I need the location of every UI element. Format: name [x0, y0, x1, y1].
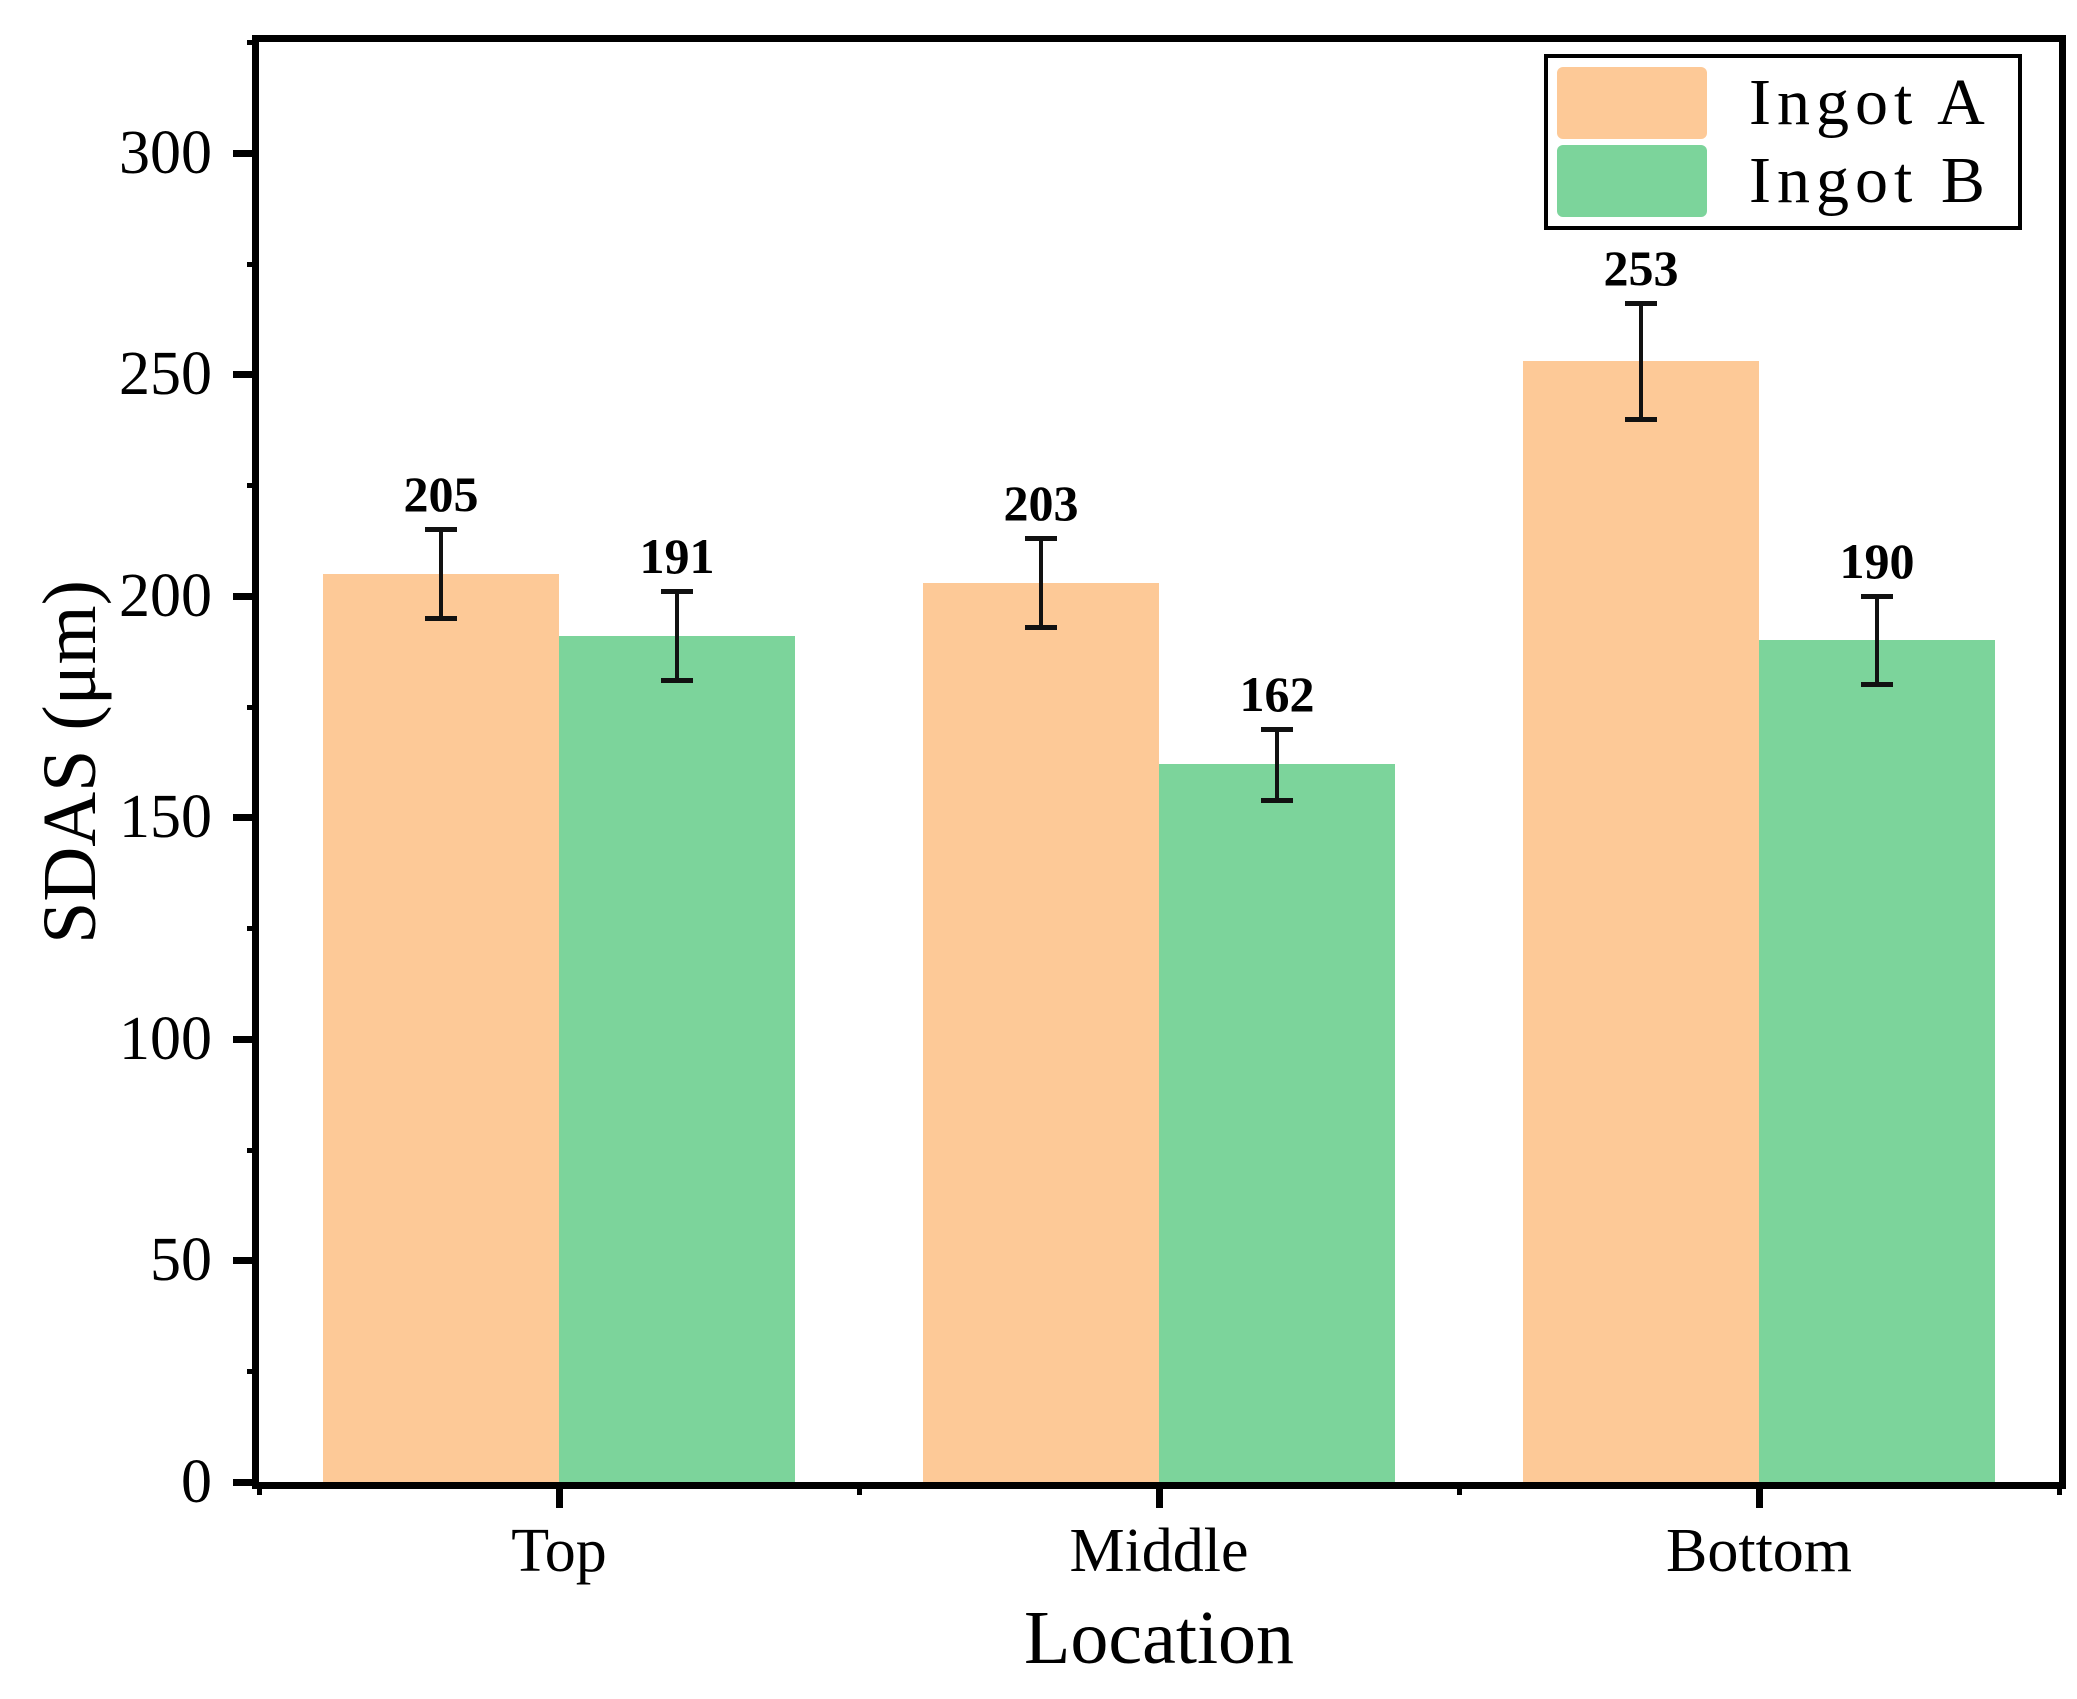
error-bar-cap	[1261, 798, 1293, 803]
error-bar-ingot-b-top	[675, 591, 679, 680]
x-tick-label: Bottom	[1665, 1517, 1853, 1585]
legend-item-ingot-b: Ingot B	[1548, 143, 2018, 217]
y-major-tick	[233, 593, 259, 600]
x-axis-title: Location	[1023, 1596, 1295, 1680]
x-minor-tick	[1457, 1482, 1462, 1495]
error-bar-cap	[1025, 536, 1057, 541]
error-bar-cap	[661, 678, 693, 683]
bar-value-label-ingot-a-bottom: 253	[1603, 240, 1679, 296]
x-major-tick	[556, 1482, 563, 1508]
bar-ingot-b-middle	[1159, 764, 1395, 1482]
bar-ingot-b-bottom	[1759, 640, 1995, 1482]
legend-swatch-ingot-a	[1557, 67, 1707, 140]
bar-value-label-ingot-a-middle: 203	[1003, 475, 1079, 531]
legend-item-ingot-a: Ingot A	[1548, 66, 2018, 140]
y-tick-label: 0	[181, 1448, 212, 1516]
y-major-tick	[233, 1036, 259, 1043]
bar-ingot-b-top	[559, 636, 795, 1482]
x-major-tick	[1756, 1482, 1763, 1508]
bar-value-label-ingot-a-top: 205	[403, 466, 479, 522]
error-bar-cap	[1025, 625, 1057, 630]
y-tick-label: 100	[119, 1005, 212, 1073]
x-minor-tick	[857, 1482, 862, 1495]
bar-value-label-ingot-b-bottom: 190	[1839, 533, 1915, 589]
y-minor-tick	[247, 1148, 259, 1153]
y-minor-tick	[247, 1369, 259, 1374]
bar-ingot-a-middle	[923, 583, 1159, 1482]
error-bar-cap	[1625, 417, 1657, 422]
y-major-tick	[233, 1479, 259, 1486]
y-tick-label: 50	[150, 1226, 212, 1294]
x-tick-label: Middle	[1069, 1517, 1249, 1585]
bar-value-label-ingot-b-top: 191	[639, 528, 715, 584]
error-bar-cap	[1625, 301, 1657, 306]
error-bar-cap	[1861, 594, 1893, 599]
legend-label-ingot-b: Ingot B	[1749, 143, 1991, 217]
y-major-tick	[233, 1257, 259, 1264]
error-bar-ingot-b-bottom	[1875, 596, 1879, 684]
y-minor-tick	[247, 40, 259, 45]
y-major-tick	[233, 814, 259, 821]
error-bar-ingot-b-middle	[1275, 729, 1279, 800]
y-major-tick	[233, 150, 259, 157]
y-minor-tick	[247, 926, 259, 931]
error-bar-cap	[1261, 727, 1293, 732]
error-bar-ingot-a-top	[439, 529, 443, 618]
y-major-tick	[233, 371, 259, 378]
error-bar-cap	[425, 616, 457, 621]
x-tick-label: Top	[511, 1517, 607, 1585]
bar-ingot-a-top	[323, 574, 559, 1482]
y-minor-tick	[247, 705, 259, 710]
legend-label-ingot-a: Ingot A	[1749, 66, 1991, 140]
y-tick-label: 300	[119, 119, 212, 187]
y-axis-title: SDAS (μm)	[28, 580, 112, 944]
bar-ingot-a-bottom	[1523, 361, 1759, 1482]
plot-area: Ingot A Ingot B 0 50 100 150 200 250 300 Top Mid…	[119, 35, 2066, 1582]
error-bar-cap	[1861, 682, 1893, 687]
x-minor-tick	[2057, 1482, 2062, 1495]
legend: Ingot A Ingot B	[1544, 54, 2022, 230]
y-minor-tick	[247, 483, 259, 488]
y-tick-label: 150	[119, 783, 212, 851]
y-minor-tick	[247, 262, 259, 267]
x-minor-tick	[257, 1482, 262, 1495]
x-major-tick	[1156, 1482, 1163, 1508]
y-tick-label: 200	[119, 562, 212, 630]
error-bar-ingot-a-middle	[1039, 538, 1043, 627]
legend-swatch-ingot-b	[1557, 144, 1707, 217]
error-bar-cap	[425, 527, 457, 532]
y-tick-label: 250	[119, 340, 212, 408]
bar-value-label-ingot-b-middle: 162	[1239, 666, 1315, 722]
error-bar-ingot-a-bottom	[1639, 303, 1643, 419]
error-bar-cap	[661, 589, 693, 594]
